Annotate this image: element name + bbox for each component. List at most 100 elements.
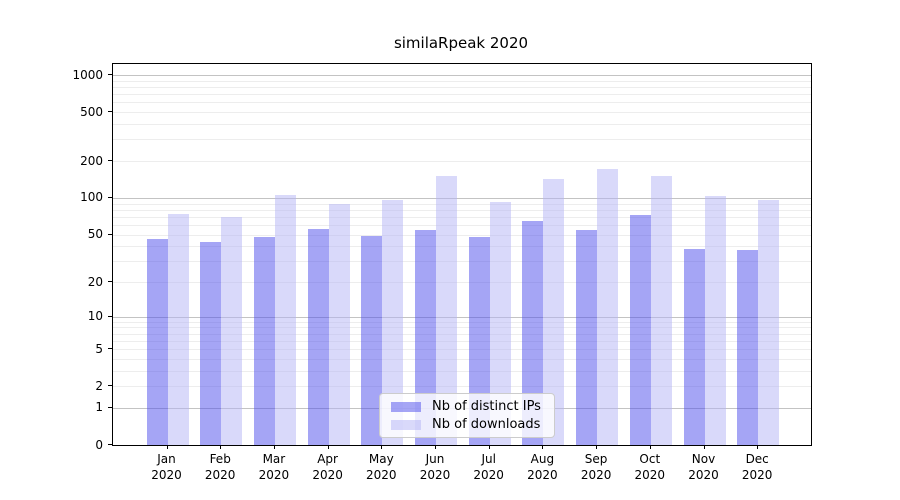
x-tick-label-sep: Sep 2020 xyxy=(564,451,628,483)
bar-ips-dec xyxy=(737,250,759,445)
x-tick-mark-apr xyxy=(327,445,329,449)
y-axis: 0 1 2 5 10 20 50 100 200 500 1000 xyxy=(0,63,112,452)
bar-downloads-oct xyxy=(650,176,672,445)
x-tick-label-apr: Apr 2020 xyxy=(296,451,360,483)
gridline-80 xyxy=(113,209,811,211)
x-tick-mark-dec xyxy=(757,445,759,449)
legend-label-downloads: Nb of downloads xyxy=(432,417,541,432)
y-tick-mark-5 xyxy=(108,348,112,350)
gridline-7 xyxy=(113,333,811,335)
gridline-4 xyxy=(113,358,811,360)
x-tick-label-jun: Jun 2020 xyxy=(403,451,467,483)
bar-downloads-sep xyxy=(597,168,619,445)
bar-ips-aug xyxy=(522,220,544,445)
gridline-50 xyxy=(113,234,811,236)
y-tick-mark-200 xyxy=(108,160,112,161)
chart-title: similaRpeak 2020 xyxy=(393,34,529,52)
y-tick-label-50: 50 xyxy=(87,227,103,241)
y-tick-mark-1 xyxy=(108,406,112,408)
x-axis: Jan 2020 Feb 2020 Mar 2020 Apr 2020 May 2020 Jun 20… xyxy=(112,445,810,500)
y-tick-label-2: 2 xyxy=(95,378,103,393)
bar-ips-mar xyxy=(253,236,275,445)
x-tick-mark-may xyxy=(381,445,383,449)
bar-ips-feb xyxy=(200,242,222,445)
y-tick-mark-50 xyxy=(108,233,112,235)
gridline-8 xyxy=(113,327,811,329)
y-tick-label-1000: 1000 xyxy=(72,67,103,82)
gridlines-layer xyxy=(113,64,811,445)
x-tick-label-mar: Mar 2020 xyxy=(242,451,306,483)
gridline-60 xyxy=(113,224,811,226)
x-tick-year-label: 2020 xyxy=(312,468,343,482)
x-tick-year-label: 2020 xyxy=(688,468,719,482)
gridline-2 xyxy=(113,386,811,388)
gridline-9 xyxy=(113,321,811,323)
x-tick-label-jul: Jul 2020 xyxy=(457,451,521,483)
x-tick-year-label: 2020 xyxy=(741,468,773,482)
x-tick-mark-sep xyxy=(596,445,598,449)
bar-ips-oct xyxy=(629,215,651,445)
bar-ips-jan xyxy=(146,238,168,445)
x-tick-label-dec: Dec 2020 xyxy=(725,451,789,483)
x-tick-year-label: 2020 xyxy=(258,468,290,482)
y-tick-mark-1000 xyxy=(108,74,112,75)
bar-downloads-dec xyxy=(758,199,780,445)
y-tick-label-10: 10 xyxy=(87,309,103,324)
x-tick-mark-nov xyxy=(703,445,705,449)
y-tick-mark-100 xyxy=(108,196,112,198)
x-tick-year-label: 2020 xyxy=(204,468,236,482)
x-tick-mark-oct xyxy=(649,445,651,449)
gridline-1000 xyxy=(113,75,811,76)
y-tick-mark-10 xyxy=(108,315,112,317)
gridline-90 xyxy=(113,203,811,205)
bar-downloads-aug xyxy=(543,178,565,445)
gridline-40 xyxy=(113,246,811,248)
bar-downloads-jun xyxy=(436,175,457,445)
y-tick-mark-20 xyxy=(108,281,112,282)
x-tick-mark-aug xyxy=(542,445,544,449)
x-tick-mark-mar xyxy=(273,445,275,449)
gridline-200 xyxy=(113,161,811,162)
y-tick-mark-500 xyxy=(108,111,112,113)
gridline-20 xyxy=(113,282,811,283)
x-tick-year-label: 2020 xyxy=(634,468,666,482)
bar-ips-apr xyxy=(307,229,329,445)
x-tick-mark-feb xyxy=(220,445,222,449)
legend-swatch-downloads xyxy=(391,419,421,430)
legend: Nb of distinct IPs Nb of downloads xyxy=(379,393,555,438)
gridline-5 xyxy=(113,349,811,351)
x-tick-label-oct: Oct 2020 xyxy=(618,451,682,483)
y-tick-mark-2 xyxy=(108,385,112,387)
x-tick-year-label: 2020 xyxy=(527,468,558,482)
x-tick-label-jan: Jan 2020 xyxy=(135,451,199,483)
bar-ips-may xyxy=(361,235,383,445)
x-tick-mark-jun xyxy=(435,445,436,449)
x-tick-mark-jul xyxy=(488,445,490,449)
gridline-30 xyxy=(113,261,811,263)
legend-label-distinct-ips: Nb of distinct IPs xyxy=(432,399,541,414)
gridline-100 xyxy=(113,197,811,199)
x-tick-year-label: 2020 xyxy=(580,468,612,482)
y-tick-label-500: 500 xyxy=(80,104,103,119)
bar-ips-jun xyxy=(415,230,436,445)
gridline-400 xyxy=(113,124,811,125)
x-tick-label-may: May 2020 xyxy=(349,451,413,483)
x-tick-year-label: 2020 xyxy=(366,468,397,482)
gridline-10 xyxy=(113,316,811,318)
x-tick-label-aug: Aug 2020 xyxy=(510,451,574,483)
gridline-600 xyxy=(113,102,811,104)
bar-ips-sep xyxy=(576,230,598,445)
x-tick-year-label: 2020 xyxy=(419,468,451,482)
legend-swatch-distinct-ips xyxy=(391,401,421,412)
x-tick-mark-jan xyxy=(166,445,168,449)
bar-downloads-apr xyxy=(328,203,350,445)
y-tick-label-200: 200 xyxy=(80,153,103,168)
bar-downloads-feb xyxy=(221,216,243,445)
bar-ips-jul xyxy=(468,236,490,445)
bar-downloads-jul xyxy=(489,201,511,445)
y-tick-mark-0 xyxy=(108,444,112,445)
gridline-3 xyxy=(113,370,811,372)
legend-item-distinct-ips: Nb of distinct IPs xyxy=(380,399,554,414)
x-tick-label-nov: Nov 2020 xyxy=(672,451,736,483)
